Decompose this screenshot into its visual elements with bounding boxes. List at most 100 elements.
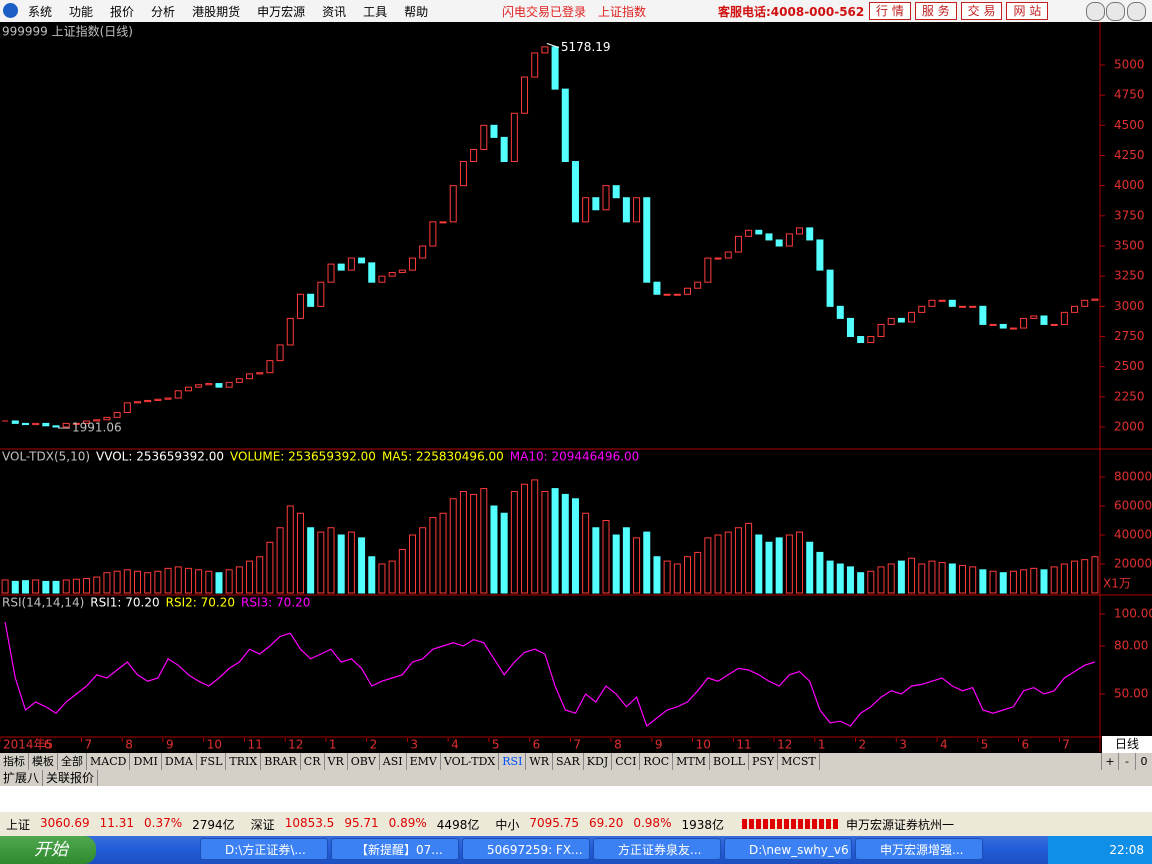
- candle: [276, 344, 284, 362]
- indicator-tab[interactable]: MCST: [778, 753, 820, 770]
- task-button[interactable]: D:\方正证券\...: [200, 838, 328, 860]
- menu-button[interactable]: 服 务: [914, 2, 957, 20]
- task-button[interactable]: 【新提醒】07...: [331, 838, 459, 860]
- sub-tab[interactable]: 扩展八: [0, 770, 44, 786]
- blank-panel: [0, 786, 1152, 812]
- volume-bar: [347, 531, 355, 594]
- volume-bar: [21, 580, 29, 594]
- annotation-low: 1991.06: [72, 421, 122, 435]
- clock: 22:08: [1109, 843, 1144, 857]
- volume-bar: [765, 541, 773, 594]
- indicator-tab[interactable]: CCI: [612, 753, 641, 770]
- help-button[interactable]: [1086, 2, 1105, 21]
- indicator-tab[interactable]: PSY: [749, 753, 779, 770]
- indicator-tab[interactable]: OBV: [348, 753, 380, 770]
- indicator-tab[interactable]: VOL-TDX: [441, 753, 500, 770]
- menu-item[interactable]: 工具: [363, 5, 388, 19]
- volume-bar: [480, 488, 488, 594]
- indicator-tab[interactable]: 指标: [0, 753, 29, 770]
- y-tick-label: 60000: [1114, 499, 1152, 513]
- y-tick-label: 80000: [1114, 470, 1152, 484]
- indicator-tab[interactable]: RSI: [499, 753, 527, 770]
- period-label[interactable]: 日线: [1102, 736, 1152, 753]
- index-amount: 1938亿: [681, 817, 725, 832]
- menu-item[interactable]: 功能: [69, 5, 94, 19]
- menu-item[interactable]: 资讯: [322, 5, 347, 19]
- zoom-button[interactable]: 0: [1135, 753, 1152, 770]
- indicator-tab[interactable]: BRAR: [261, 753, 301, 770]
- volume-bar: [93, 576, 101, 594]
- menu-item[interactable]: 分析: [151, 5, 176, 19]
- annotation-arrow: [546, 43, 560, 48]
- candle: [1040, 315, 1048, 325]
- plot-layer: 999999 上证指数(日线) 2000 2250 2500 2750 3000 3250 3…: [0, 22, 1152, 752]
- candle: [531, 52, 539, 78]
- indicator-tab[interactable]: ASI: [380, 753, 407, 770]
- task-button[interactable]: 50697259: FX...: [462, 838, 590, 860]
- menu-item[interactable]: 系统: [28, 5, 53, 19]
- volume-bar: [531, 479, 539, 594]
- volume-bar: [673, 563, 681, 594]
- candle: [602, 185, 610, 211]
- volume-bar: [622, 527, 630, 594]
- task-button[interactable]: 方正证券泉友...: [593, 838, 721, 860]
- volume-bar: [826, 560, 834, 594]
- index-percent: 0.98%: [633, 815, 672, 830]
- candle: [897, 317, 905, 323]
- candle: [449, 185, 457, 223]
- indicator-tab[interactable]: ROC: [640, 753, 674, 770]
- status-bar: 上证 3060.69 11.31 0.37% 2794亿 深证 10853.5 95.71 0.…: [0, 812, 1152, 836]
- indicator-tab[interactable]: WR: [526, 753, 554, 770]
- x-tick-label: 7: [573, 738, 581, 752]
- indicator-tab[interactable]: KDJ: [584, 753, 613, 770]
- volume-bar: [72, 578, 80, 594]
- candle: [551, 46, 559, 90]
- indicator-tab[interactable]: VR: [325, 753, 348, 770]
- indicator-tab[interactable]: MACD: [87, 753, 131, 770]
- volume-bar: [449, 498, 457, 594]
- candle: [307, 293, 315, 307]
- menu-status: 闪电交易已登录 上证指数: [502, 3, 646, 20]
- indicator-tab[interactable]: EMV: [407, 753, 441, 770]
- candle: [225, 381, 233, 388]
- restore-button[interactable]: [1106, 2, 1125, 21]
- start-button[interactable]: 开始: [0, 836, 96, 864]
- task-button[interactable]: D:\new_swhy_v6: [724, 838, 852, 860]
- volume-bar: [918, 563, 926, 594]
- close-button[interactable]: [1127, 2, 1146, 21]
- indicator-tab[interactable]: TRIX: [226, 753, 262, 770]
- menu-item[interactable]: 港股期货: [192, 5, 241, 19]
- index-value: 10853.5: [284, 815, 335, 830]
- indicator-tab[interactable]: FSL: [197, 753, 227, 770]
- indicator-tab[interactable]: CR: [301, 753, 325, 770]
- x-tick-label: 3: [899, 738, 907, 752]
- menu-button[interactable]: 网 站: [1006, 2, 1049, 20]
- indicator-tab[interactable]: 模板: [29, 753, 58, 770]
- volume-bar: [653, 556, 661, 594]
- menu-item[interactable]: 申万宏源: [257, 5, 306, 19]
- y-tick-label: 3250: [1114, 269, 1145, 283]
- menu-item[interactable]: 报价: [110, 5, 135, 19]
- menu-item[interactable]: 帮助: [404, 5, 429, 19]
- zoom-button[interactable]: -: [1118, 753, 1135, 770]
- zoom-button[interactable]: +: [1101, 753, 1118, 770]
- volume-bar: [979, 569, 987, 594]
- volume-bar: [796, 531, 804, 594]
- indicator-tab[interactable]: MTM: [673, 753, 711, 770]
- volume-bar: [561, 493, 569, 594]
- indicator-tab[interactable]: 全部: [58, 753, 87, 770]
- task-button[interactable]: 申万宏源增强...: [855, 838, 983, 860]
- volume-bar: [510, 491, 518, 594]
- indicator-tab[interactable]: BOLL: [710, 753, 749, 770]
- volume-bar: [857, 572, 865, 594]
- indicator-tab[interactable]: DMI: [130, 753, 162, 770]
- menu-button[interactable]: 交 易: [960, 2, 1003, 20]
- indicator-tab[interactable]: DMA: [162, 753, 197, 770]
- candle: [195, 384, 203, 388]
- candle: [979, 305, 987, 325]
- volume-bar: [123, 569, 131, 594]
- sub-tab[interactable]: 关联报价: [43, 770, 99, 786]
- menu-button[interactable]: 行 情: [869, 2, 911, 20]
- indicator-tab[interactable]: SAR: [553, 753, 584, 770]
- y-tick-label: 20000: [1114, 557, 1152, 571]
